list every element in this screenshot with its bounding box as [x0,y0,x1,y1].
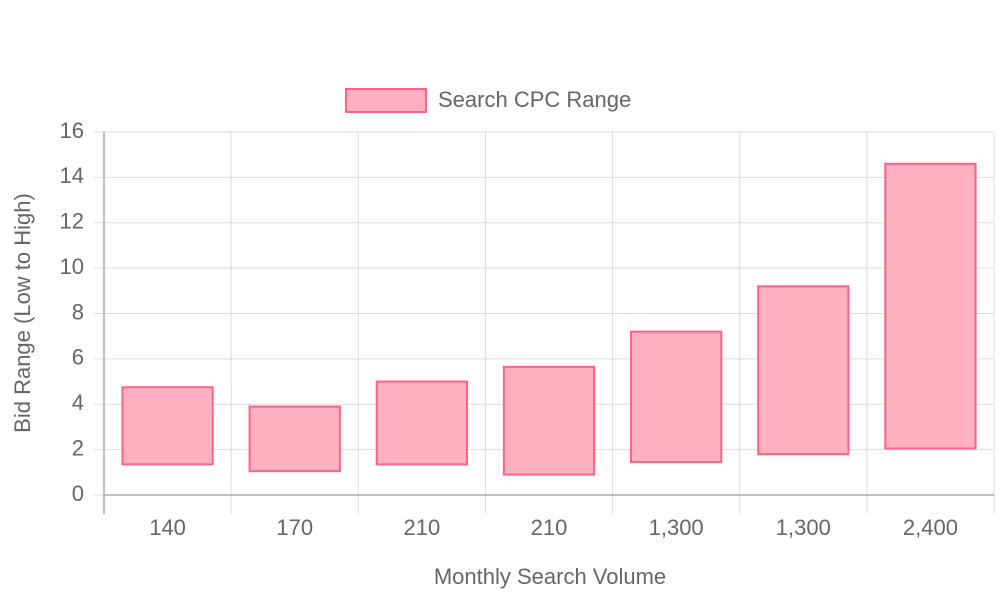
y-tick-label: 16 [60,118,84,143]
y-tick-label: 14 [60,163,84,188]
x-tick-label: 210 [531,515,568,540]
bar [630,330,723,464]
y-tick-label: 2 [72,435,84,460]
y-tick-label: 0 [72,481,84,506]
bar [757,285,850,456]
x-tick-label: 1,300 [776,515,831,540]
x-tick-label: 1,300 [649,515,704,540]
bar [375,380,468,466]
x-tick-label: 170 [276,515,313,540]
bar [248,405,341,473]
x-tick-label: 140 [149,515,186,540]
y-tick-label: 12 [60,209,84,234]
x-tick-label: 2,400 [903,515,958,540]
y-axis-title: Bid Range (Low to High) [10,193,35,433]
bar [121,386,214,466]
bar [884,162,977,450]
legend-label: Search CPC Range [438,87,631,112]
x-axis-title: Monthly Search Volume [434,564,666,589]
bar [502,365,596,476]
legend-swatch [345,88,427,113]
y-tick-label: 4 [72,390,84,415]
y-tick-label: 8 [72,299,84,324]
x-tick-label: 210 [403,515,440,540]
y-tick-label: 6 [72,345,84,370]
y-tick-label: 10 [60,254,84,279]
